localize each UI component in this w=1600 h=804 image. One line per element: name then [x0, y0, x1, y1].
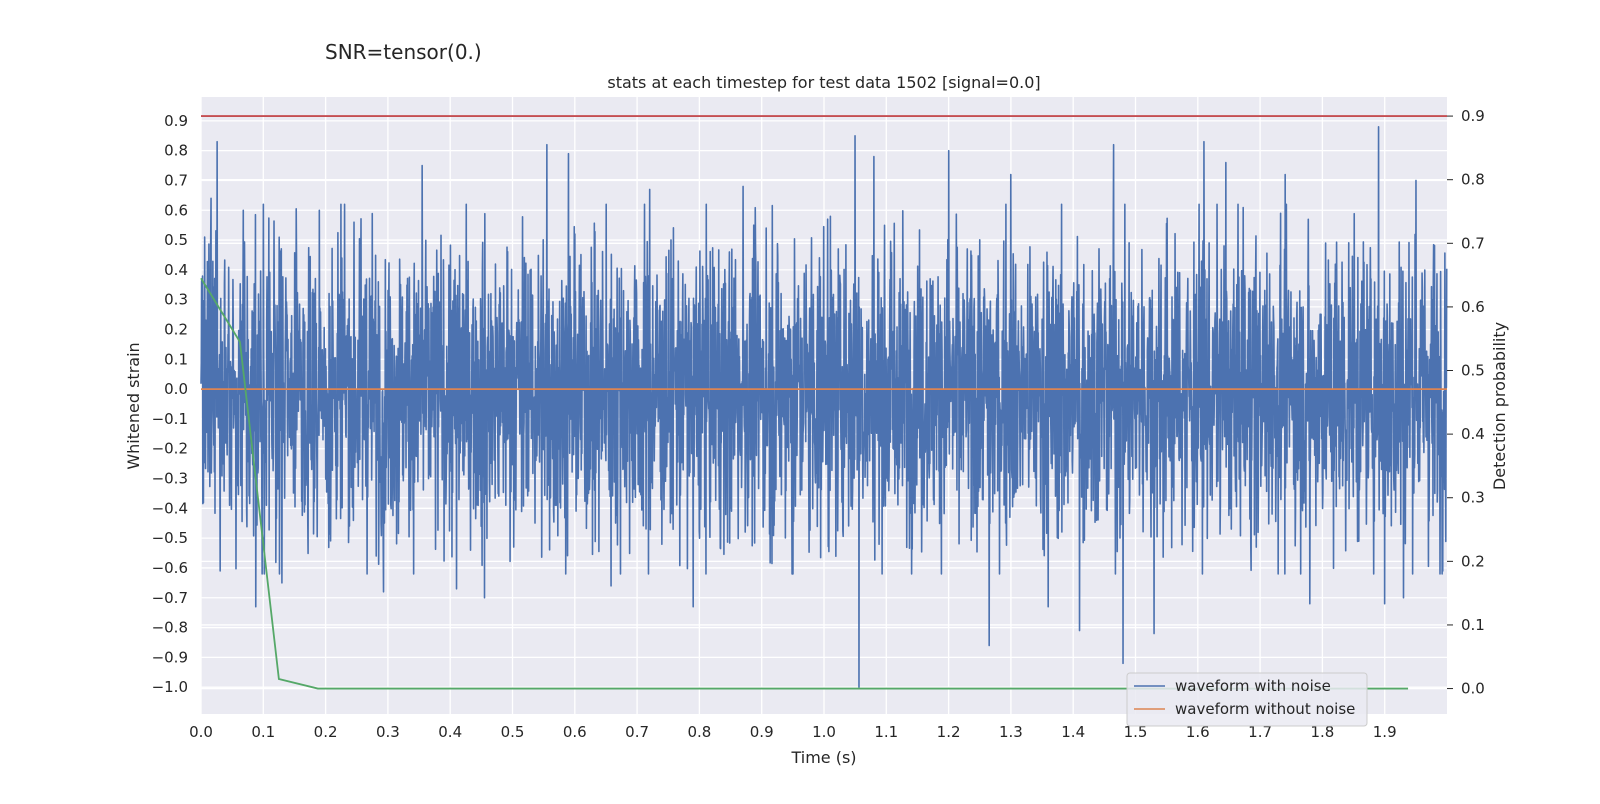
y-tick-label: 0.2	[164, 320, 188, 338]
legend: waveform with noise waveform without noi…	[1126, 672, 1368, 727]
y-tick-label: −0.6	[152, 559, 188, 577]
y-tick-label: 0.8	[164, 142, 188, 160]
legend-box	[1126, 672, 1368, 727]
y-tick-label: −0.9	[152, 648, 188, 666]
x-tick-label: 1.7	[1248, 723, 1272, 741]
x-tick-label: 0.8	[687, 723, 711, 741]
legend-label-noisy: waveform with noise	[1175, 677, 1331, 695]
y-tick-label: 0.1	[164, 350, 188, 368]
x-tick-label: 1.9	[1373, 723, 1397, 741]
x-axis-label: Time (s)	[790, 748, 856, 767]
x-tick-label: 0.0	[189, 723, 213, 741]
x-tick-label: 1.5	[1124, 723, 1148, 741]
y-tick-label: −0.7	[152, 589, 188, 607]
y-tick-label: 0.9	[164, 112, 188, 130]
y2-tick-label: 0.0	[1461, 680, 1485, 698]
y-tick-label: −0.5	[152, 529, 188, 547]
x-tick-label: 1.6	[1186, 723, 1210, 741]
figure-suptitle: SNR=tensor(0.)	[325, 40, 482, 64]
y-tick-label: −0.4	[152, 499, 188, 517]
y-tick-label: −1.0	[152, 678, 188, 696]
y-tick-label: 0.4	[164, 261, 188, 279]
y2-tick-label: 0.2	[1461, 552, 1485, 570]
y-tick-label: −0.2	[152, 440, 188, 458]
tick-labels: 0.0 0.1 0.2 0.3 0.4 0.5 0.6 0.7 0.8 0.9 1.0 1.1 1.2 1…	[152, 107, 1485, 741]
series-waveform-with-noise	[200, 126, 1448, 688]
y2-tick-label: 0.4	[1461, 425, 1485, 443]
x-tick-label: 1.2	[937, 723, 961, 741]
y-tick-label: −0.3	[152, 470, 188, 488]
series-layer	[200, 115, 1448, 690]
x-tick-label: 0.4	[438, 723, 462, 741]
y2-tick-label: 0.7	[1461, 234, 1485, 252]
x-tick-label: 1.3	[999, 723, 1023, 741]
x-tick-label: 0.6	[563, 723, 587, 741]
y-tick-label: −0.1	[152, 410, 188, 428]
chart-title: stats at each timestep for test data 150…	[607, 73, 1040, 92]
y-tick-label: 0.0	[164, 380, 188, 398]
y-tick-label: 0.5	[164, 231, 188, 249]
y2-tick-label: 0.8	[1461, 171, 1485, 189]
y-tick-label: −0.8	[152, 619, 188, 637]
x-tick-label: 1.8	[1310, 723, 1334, 741]
y2-tick-label: 0.5	[1461, 362, 1485, 380]
x-tick-label: 0.2	[314, 723, 338, 741]
y-tick-label: 0.7	[164, 171, 188, 189]
y2-tick-label: 0.3	[1461, 489, 1485, 507]
x-tick-label: 1.1	[874, 723, 898, 741]
x-tick-label: 0.3	[376, 723, 400, 741]
x-tick-label: 1.0	[812, 723, 836, 741]
x-tick-label: 0.5	[501, 723, 525, 741]
y-tick-label: 0.6	[164, 201, 188, 219]
x-tick-label: 0.1	[251, 723, 275, 741]
x-tick-label: 0.9	[750, 723, 774, 741]
y-axis-label: Whitened strain	[124, 342, 143, 469]
y2-tick-label: 0.9	[1461, 107, 1485, 125]
legend-label-clean: waveform without noise	[1175, 700, 1355, 718]
y-tick-label: 0.3	[164, 291, 188, 309]
y2-axis-label: Detection probability	[1490, 322, 1509, 490]
y2-tick-label: 0.1	[1461, 616, 1485, 634]
x-tick-label: 0.7	[625, 723, 649, 741]
x-tick-label: 1.4	[1061, 723, 1085, 741]
y2-tick-label: 0.6	[1461, 298, 1485, 316]
